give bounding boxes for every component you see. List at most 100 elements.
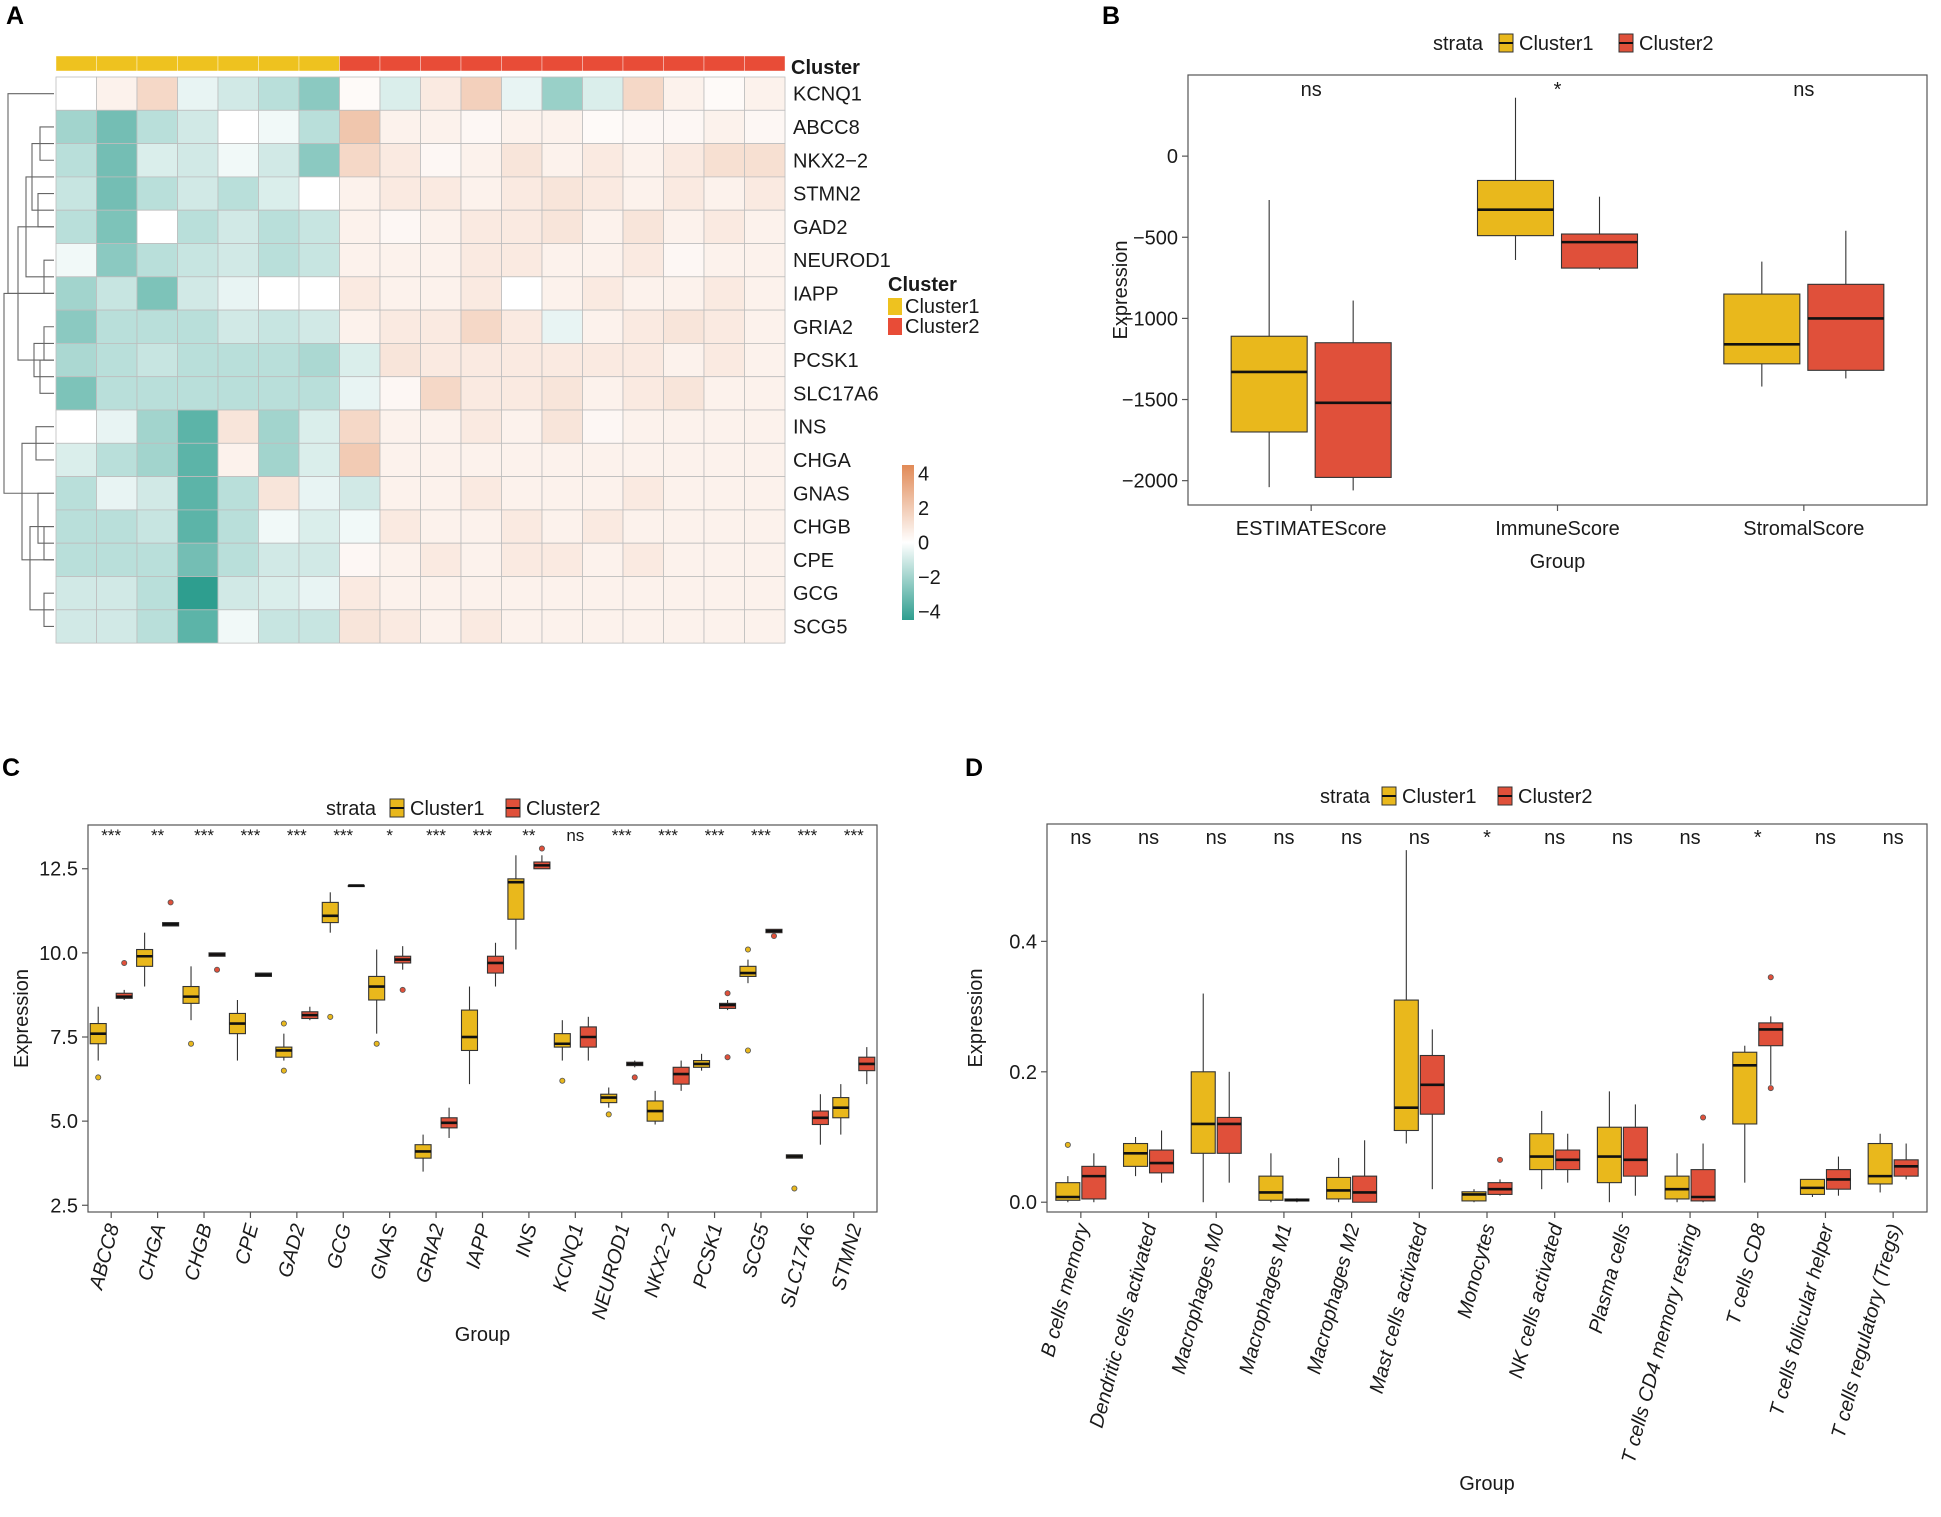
heatmap-cell bbox=[582, 576, 624, 611]
box-outlier bbox=[559, 1077, 566, 1084]
y-axis-title: Expression bbox=[1110, 241, 1132, 340]
x-tick-label: NK cells activated bbox=[1505, 1221, 1568, 1381]
heatmap-cell bbox=[258, 409, 300, 444]
heatmap-cell bbox=[501, 243, 543, 278]
heatmap-cell bbox=[703, 609, 745, 644]
box-outlier bbox=[744, 1047, 751, 1054]
heatmap-cell bbox=[217, 209, 259, 244]
gene-label: INS bbox=[793, 417, 826, 439]
cluster-annotation-cell bbox=[582, 55, 624, 72]
heatmap-cell bbox=[177, 509, 219, 544]
heatmap-cell bbox=[96, 76, 138, 111]
heatmap-cell bbox=[460, 176, 502, 211]
heatmap-cell bbox=[420, 209, 462, 244]
heatmap-cell bbox=[136, 476, 178, 511]
color-scale-bar bbox=[902, 465, 914, 620]
heatmap-cell bbox=[622, 376, 664, 411]
heatmap-cell bbox=[177, 409, 219, 444]
box-outlier bbox=[538, 845, 545, 852]
significance-label: ns bbox=[1612, 827, 1633, 849]
box-cluster1 bbox=[275, 1046, 293, 1058]
x-tick-label: Plasma cells bbox=[1585, 1222, 1635, 1336]
x-tick-label: B cells memory bbox=[1037, 1221, 1094, 1360]
heatmap-cell bbox=[136, 409, 178, 444]
legend-label: Cluster1 bbox=[1519, 33, 1593, 55]
box-cluster1 bbox=[1867, 1142, 1893, 1185]
box-outlier bbox=[1497, 1156, 1504, 1163]
y-tick-label: −500 bbox=[1133, 227, 1178, 249]
legend-title: strata bbox=[1320, 786, 1371, 808]
heatmap-cell bbox=[55, 243, 97, 278]
heatmap-cell bbox=[501, 109, 543, 145]
x-tick-label: SLC17A6 bbox=[777, 1221, 821, 1310]
heatmap-cell bbox=[298, 309, 340, 344]
heatmap-cell bbox=[582, 243, 624, 278]
heatmap-cell bbox=[298, 76, 340, 111]
heatmap-cell bbox=[541, 309, 583, 344]
x-axis-title: Group bbox=[1459, 1473, 1515, 1495]
heatmap-cell bbox=[96, 143, 138, 178]
heatmap-cell bbox=[703, 243, 745, 278]
dendrogram-branch bbox=[29, 526, 54, 611]
box-cluster1 bbox=[1122, 1142, 1149, 1167]
cluster-annotation-cell bbox=[258, 55, 300, 72]
legend-title: strata bbox=[1433, 33, 1484, 55]
x-axis-title: Group bbox=[455, 1324, 511, 1346]
heatmap-cell bbox=[136, 276, 178, 311]
heatmap-cell bbox=[258, 309, 300, 344]
cluster-annotation-cell bbox=[379, 55, 421, 72]
x-tick-label: CHGB bbox=[181, 1222, 217, 1284]
heatmap-cell bbox=[541, 509, 583, 544]
heatmap-cell bbox=[177, 143, 219, 178]
significance-label: *** bbox=[287, 826, 307, 845]
heatmap-cell bbox=[217, 176, 259, 211]
box-outlier bbox=[791, 1185, 798, 1192]
heatmap-cell bbox=[541, 442, 583, 477]
heatmap-cell bbox=[339, 609, 381, 644]
significance-label: *** bbox=[705, 826, 725, 845]
heatmap-cell bbox=[298, 442, 340, 477]
box-cluster1 bbox=[1596, 1126, 1622, 1184]
heatmap-cell bbox=[744, 409, 786, 444]
heatmap-cell bbox=[136, 243, 178, 278]
heatmap-cell bbox=[541, 576, 583, 611]
significance-label: * bbox=[1483, 827, 1491, 849]
heatmap-panel: Cluster KCNQ1 ABCC8 NKX2−2 STMN2 GAD2 NEUROD1 I… bbox=[3, 55, 979, 644]
heatmap-cell bbox=[339, 76, 381, 111]
heatmap-cell bbox=[420, 476, 462, 511]
x-tick-label: CPE bbox=[231, 1221, 263, 1267]
box-cluster2 bbox=[1807, 283, 1885, 371]
heatmap-cell bbox=[622, 143, 664, 178]
box-cluster1 bbox=[1230, 335, 1308, 433]
heatmap-cell bbox=[744, 76, 786, 111]
heatmap-cell bbox=[703, 442, 745, 477]
heatmap-cell bbox=[339, 409, 381, 444]
legend-label: Cluster2 bbox=[1639, 33, 1713, 55]
heatmap-cell bbox=[217, 143, 259, 178]
cluster-annotation-cell bbox=[744, 55, 786, 72]
heatmap-cell bbox=[217, 576, 259, 611]
box-outlier bbox=[1767, 974, 1774, 981]
heatmap-cell bbox=[501, 576, 543, 611]
heatmap-cell bbox=[96, 576, 138, 611]
cluster-annotation-cell bbox=[298, 55, 340, 72]
x-tick-label: IAPP bbox=[462, 1221, 495, 1271]
heatmap-cell bbox=[258, 176, 300, 211]
heatmap-cell bbox=[177, 243, 219, 278]
heatmap-cell bbox=[379, 342, 421, 378]
x-tick-label: STMN2 bbox=[828, 1222, 867, 1293]
box-outlier bbox=[327, 1013, 334, 1020]
heatmap-cell bbox=[55, 409, 97, 444]
significance-label: ** bbox=[522, 826, 536, 845]
heatmap-cell bbox=[55, 376, 97, 411]
y-axis-title: Expression bbox=[965, 969, 987, 1068]
heatmap-cell bbox=[582, 309, 624, 344]
significance-label: ns bbox=[1544, 827, 1565, 849]
heatmap-cell bbox=[177, 376, 219, 411]
box-cluster1 bbox=[1393, 999, 1419, 1132]
heatmap-cell bbox=[298, 109, 340, 145]
box-outlier bbox=[167, 899, 174, 906]
heatmap-cell bbox=[55, 476, 97, 511]
heatmap-cell bbox=[460, 509, 502, 544]
heatmap-cell bbox=[622, 409, 664, 444]
